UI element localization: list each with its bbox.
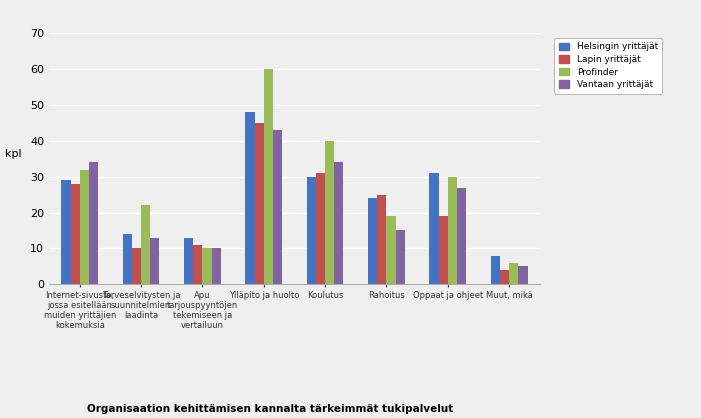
Bar	[518, 266, 528, 284]
Bar	[316, 173, 325, 284]
Bar	[273, 130, 282, 284]
Bar	[150, 238, 160, 284]
Bar	[395, 230, 404, 284]
Bar	[141, 205, 150, 284]
Bar	[62, 180, 71, 284]
Legend: Helsingin yrittäjät, Lapin yrittäjät, Profinder, Vantaan yrittäjät: Helsingin yrittäjät, Lapin yrittäjät, Pr…	[554, 38, 662, 94]
Bar	[439, 216, 448, 284]
Bar	[509, 263, 518, 284]
Bar	[123, 234, 132, 284]
Bar	[368, 198, 377, 284]
Bar	[264, 69, 273, 284]
Bar	[307, 177, 316, 284]
Bar	[448, 177, 457, 284]
Bar	[457, 188, 466, 284]
Bar	[254, 123, 264, 284]
Bar	[203, 248, 212, 284]
Bar	[212, 248, 221, 284]
Bar	[430, 173, 439, 284]
Bar	[500, 270, 509, 284]
Bar	[325, 141, 334, 284]
Bar	[334, 163, 343, 284]
Bar	[491, 255, 500, 284]
Bar	[132, 248, 141, 284]
Y-axis label: kpl: kpl	[5, 149, 22, 159]
Bar	[193, 245, 203, 284]
Bar	[80, 170, 89, 284]
Bar	[245, 112, 254, 284]
Bar	[89, 163, 98, 284]
Bar	[377, 195, 386, 284]
Bar	[71, 184, 80, 284]
Bar	[184, 238, 193, 284]
Text: Organisaation kehittämisen kannalta tärkeimmät tukipalvelut: Organisaation kehittämisen kannalta tärk…	[87, 404, 453, 414]
Bar	[386, 216, 395, 284]
